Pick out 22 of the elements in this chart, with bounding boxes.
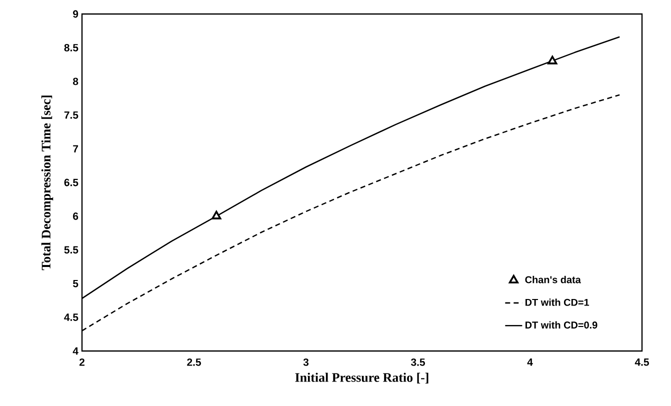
y-tick-label: 5.5 xyxy=(64,246,78,254)
y-tick-label: 8 xyxy=(72,78,78,86)
y-axis-title: Total Decompression Time [sec] xyxy=(41,96,54,270)
y-tick-label: 5 xyxy=(72,280,78,288)
legend-label: Chan's data xyxy=(525,276,581,284)
legend-label: DT with CD=1 xyxy=(526,298,590,306)
y-tick-label: 4 xyxy=(72,347,78,355)
y-tick-label: 4.5 xyxy=(64,314,78,321)
x-tick-label: 2 xyxy=(79,358,84,366)
x-tick-label: 4.5 xyxy=(634,358,649,366)
y-tick-label: 6 xyxy=(73,212,78,220)
x-tick-label: 2.5 xyxy=(187,358,201,366)
y-tick-label: 7 xyxy=(73,145,78,152)
legend-label: DT with CD=0.9 xyxy=(526,321,598,329)
x-tick-label: 4 xyxy=(527,358,533,366)
y-tick-label: 9 xyxy=(73,10,78,18)
y-tick-label: 8.5 xyxy=(64,44,78,52)
x-axis-title: Initial Pressure Ratio [-] xyxy=(295,372,428,384)
x-tick-label: 3.5 xyxy=(410,358,425,366)
y-tick-label: 7.5 xyxy=(64,111,78,119)
x-tick-label: 3 xyxy=(303,358,309,366)
y-tick-label: 6.5 xyxy=(64,178,78,186)
